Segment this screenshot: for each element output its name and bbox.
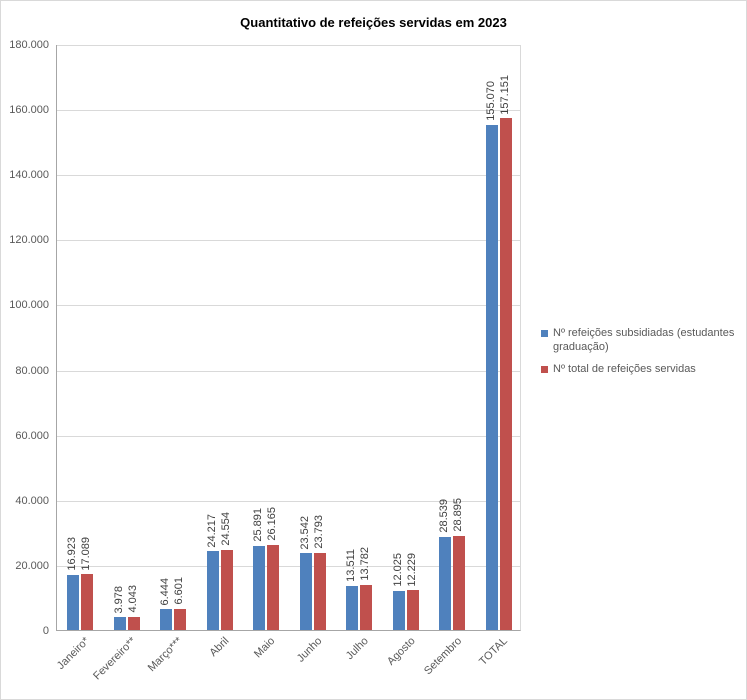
y-axis: 0 20.000 40.000 60.000 80.000 100.000 120.000 1… bbox=[1, 1, 49, 699]
bar-series2-abril bbox=[220, 550, 233, 630]
bar-series2-julho bbox=[360, 585, 373, 630]
bar-series1-julho bbox=[346, 586, 359, 630]
bar-value-label: 24.554 bbox=[219, 512, 232, 547]
legend-marker-series1-icon bbox=[541, 330, 548, 337]
gridline bbox=[57, 500, 520, 502]
bar-value-label: 25.891 bbox=[252, 508, 265, 542]
bar-value-label: 6.601 bbox=[173, 576, 186, 605]
bar-series1-janeiro bbox=[67, 574, 80, 630]
bar-series1-agosto bbox=[392, 590, 405, 630]
bar-value-label: 28.539 bbox=[438, 499, 451, 534]
bar-value-label: 157.151 bbox=[498, 74, 511, 115]
x-tick-label: Fevereiro** bbox=[90, 635, 139, 683]
bar-series2-total bbox=[499, 118, 512, 630]
bar-series2-setembro bbox=[453, 535, 466, 630]
plot-area: 16.923 17.089 3.978 4.043 6.444 6.601 24.217 24… bbox=[56, 45, 521, 631]
y-tick-label: 160.000 bbox=[9, 104, 49, 117]
bar-series1-setembro bbox=[439, 537, 452, 630]
bar-series1-fevereiro bbox=[113, 617, 126, 630]
legend-label-series1: Nº refeições subsidiadas (estudantes gra… bbox=[553, 327, 735, 353]
bar-series2-junho bbox=[313, 552, 326, 630]
bar-series1-maio bbox=[253, 545, 266, 630]
gridline bbox=[57, 45, 520, 46]
bar-series1-abril bbox=[206, 551, 219, 630]
bar-value-label: 3.978 bbox=[112, 585, 125, 614]
bar-series2-janeiro bbox=[81, 574, 94, 630]
bar-value-label: 23.793 bbox=[312, 514, 325, 549]
gridline bbox=[57, 305, 520, 307]
gridline bbox=[57, 110, 520, 112]
legend-marker-series2-icon bbox=[541, 365, 548, 373]
bar-value-label: 16.923 bbox=[66, 537, 79, 571]
x-tick-label: Agosto bbox=[384, 635, 418, 668]
bar-value-label: 17.089 bbox=[80, 536, 93, 571]
y-tick-label: 40.000 bbox=[15, 494, 49, 507]
bar-series1-março bbox=[160, 609, 173, 630]
x-tick-label: Março*** bbox=[145, 635, 185, 675]
x-tick-label: Janeiro* bbox=[54, 635, 92, 673]
bar-value-label: 13.782 bbox=[359, 547, 372, 582]
legend-item-series1: Nº refeições subsidiadas (estudantes gra… bbox=[541, 327, 746, 355]
bar-value-label: 26.165 bbox=[266, 507, 279, 541]
legend-label-series2: Nº total de refeições servidas bbox=[553, 362, 696, 375]
bar-value-label: 6.444 bbox=[159, 577, 172, 606]
bar-value-label: 24.217 bbox=[205, 513, 218, 548]
bar-series2-agosto bbox=[406, 590, 419, 630]
bar-series2-maio bbox=[267, 544, 280, 630]
y-tick-label: 120.000 bbox=[9, 234, 49, 247]
y-tick-label: 0 bbox=[42, 625, 49, 637]
gridline bbox=[57, 175, 520, 177]
chart-title: Quantitativo de refeições servidas em 20… bbox=[240, 15, 507, 30]
x-tick-label: Maio bbox=[252, 635, 278, 661]
x-tick-label: Abril bbox=[207, 635, 232, 660]
bar-value-label: 13.511 bbox=[345, 549, 358, 583]
y-tick-label: 140.000 bbox=[9, 169, 49, 182]
legend: Nº refeições subsidiadas (estudantes gra… bbox=[541, 327, 746, 384]
bar-value-label: 28.895 bbox=[452, 498, 465, 532]
bar-value-label: 4.043 bbox=[126, 585, 139, 613]
gridline bbox=[57, 240, 520, 242]
y-tick-label: 100.000 bbox=[9, 299, 49, 312]
bar-value-label: 155.070 bbox=[484, 81, 497, 122]
x-axis: Janeiro* Fevereiro** Março*** Abril Maio Junh… bbox=[1, 635, 746, 699]
bar-series2-março bbox=[174, 608, 187, 630]
y-tick-label: 180.000 bbox=[9, 39, 49, 51]
bar-series1-junho bbox=[299, 553, 312, 630]
y-tick-label: 20.000 bbox=[15, 559, 49, 572]
bar-value-label: 12.025 bbox=[391, 553, 404, 587]
y-tick-label: 60.000 bbox=[15, 429, 49, 442]
gridline bbox=[57, 370, 520, 372]
bar-value-label: 12.229 bbox=[405, 552, 418, 587]
gridline bbox=[57, 435, 520, 437]
bar-series2-fevereiro bbox=[127, 616, 140, 630]
y-tick-label: 80.000 bbox=[15, 364, 49, 377]
x-tick-label: Setembro bbox=[421, 635, 464, 678]
x-tick-label: TOTAL bbox=[477, 635, 511, 668]
x-tick-label: Julho bbox=[343, 635, 371, 663]
bar-value-label: 23.542 bbox=[298, 515, 311, 550]
gridline bbox=[57, 565, 520, 567]
bar-series1-total bbox=[485, 125, 498, 630]
x-tick-label: Junho bbox=[294, 635, 325, 665]
legend-item-series2: Nº total de refeições servidas bbox=[541, 362, 746, 377]
